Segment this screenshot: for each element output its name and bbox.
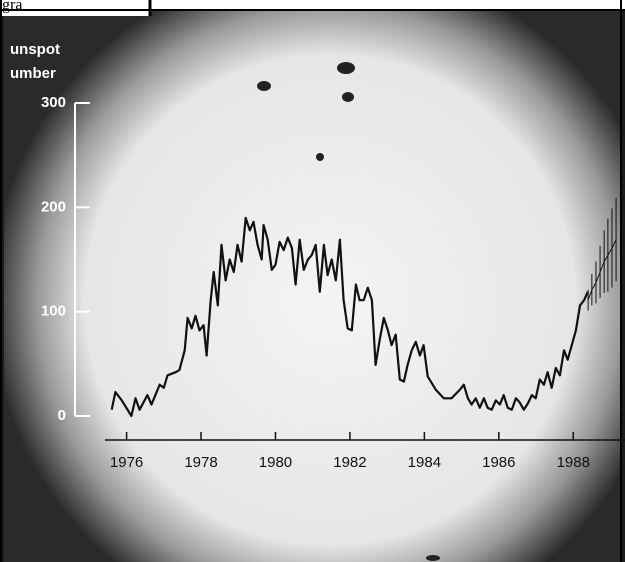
x-tick-label: 1980 xyxy=(259,454,292,471)
forecast-line xyxy=(587,239,617,301)
x-tick-label: 1988 xyxy=(557,454,590,471)
y-tick-label: 200 xyxy=(41,198,66,215)
y-tick-label: 100 xyxy=(41,303,66,320)
x-tick-label: 1976 xyxy=(110,454,143,471)
sunspot-blot xyxy=(316,153,324,161)
sunspot-blot xyxy=(337,62,355,74)
y-tick-label: 0 xyxy=(58,407,66,424)
x-tick-label: 1984 xyxy=(408,454,441,471)
sunspot-blot xyxy=(342,92,354,102)
sunspot-blot xyxy=(257,81,271,91)
top-strip xyxy=(0,0,625,10)
sun-disk xyxy=(4,10,620,562)
x-tick-label: 1978 xyxy=(184,454,217,471)
sunspot-blot xyxy=(426,555,440,561)
x-tick-label: 1982 xyxy=(333,454,366,471)
y-axis-label: unspot xyxy=(10,41,60,58)
y-axis-label: umber xyxy=(10,65,56,82)
y-tick-label: 300 xyxy=(41,94,66,111)
x-tick-label: 1986 xyxy=(482,454,515,471)
caption-box xyxy=(0,0,150,16)
caption-fragment: gra xyxy=(2,0,22,14)
sunspot-line xyxy=(110,216,589,418)
